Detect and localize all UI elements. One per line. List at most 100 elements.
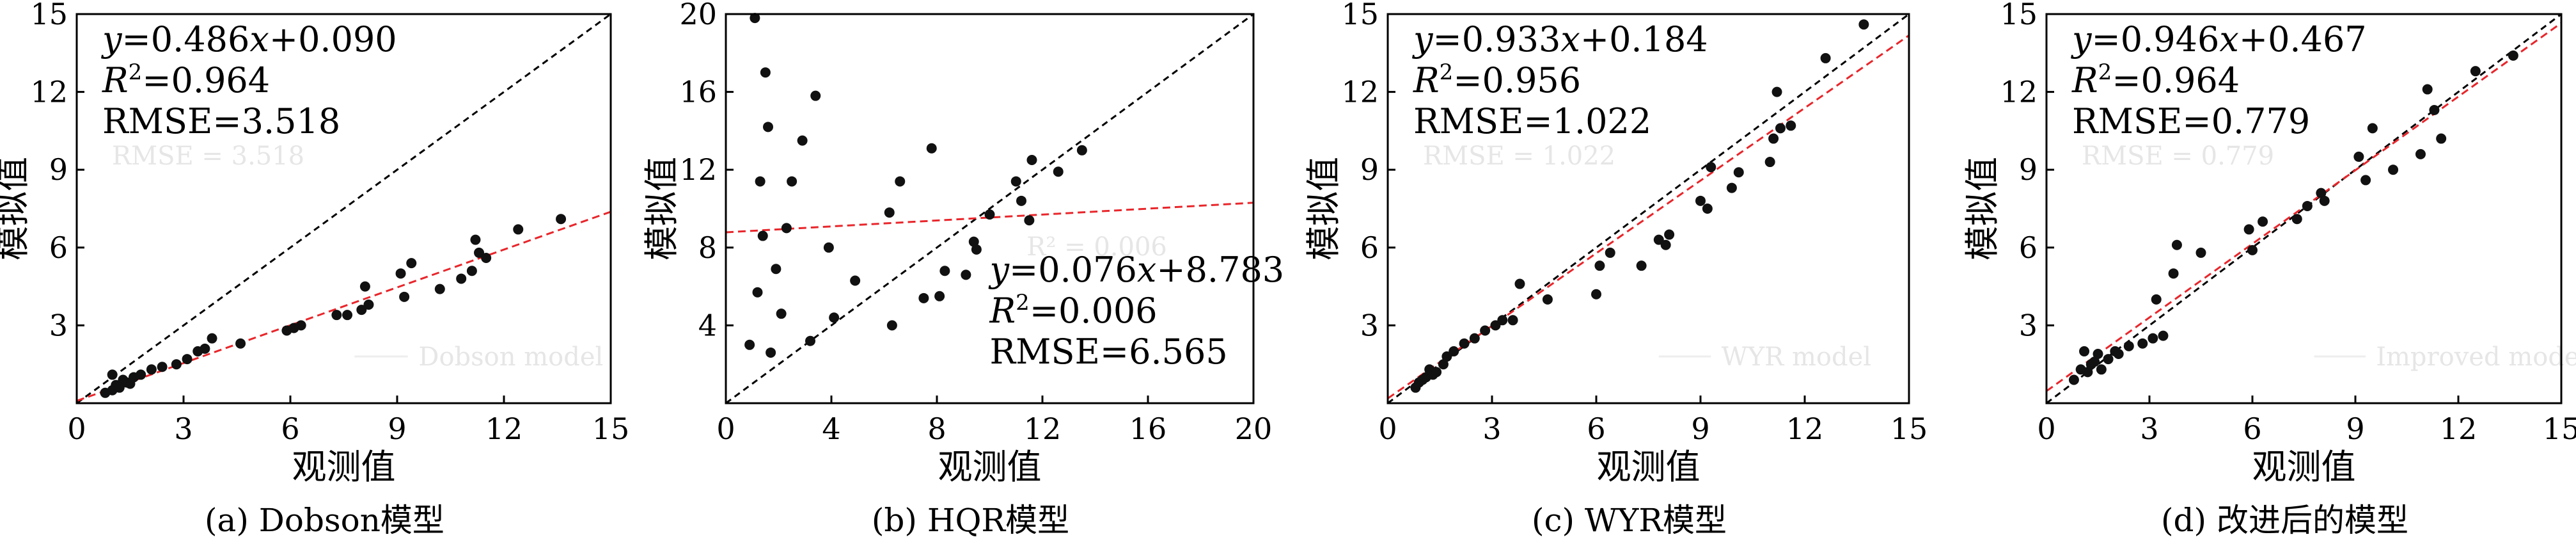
y-tick-label: 12 bbox=[30, 75, 68, 109]
data-point bbox=[2353, 151, 2364, 162]
data-point bbox=[926, 143, 937, 154]
data-point bbox=[2247, 244, 2258, 255]
x-tick-label: 12 bbox=[1786, 412, 1824, 446]
r2-sup: 2 bbox=[2098, 60, 2112, 85]
rmse-value: RMSE=3.518 bbox=[102, 101, 340, 141]
data-point bbox=[760, 67, 771, 78]
data-point bbox=[961, 269, 971, 280]
plot-frame bbox=[75, 13, 612, 404]
eq-x: x bbox=[1137, 250, 1156, 290]
fit-equation: y=0.933x+0.184 bbox=[1412, 19, 1708, 60]
x-tick-label: 9 bbox=[2346, 412, 2364, 446]
data-point bbox=[2436, 133, 2447, 144]
rmse-value: RMSE=0.779 bbox=[2072, 101, 2310, 141]
data-point bbox=[342, 310, 353, 321]
data-point bbox=[1591, 289, 1601, 300]
data-point bbox=[1441, 351, 1452, 362]
data-point bbox=[235, 338, 246, 349]
data-point bbox=[395, 268, 406, 279]
data-point bbox=[456, 273, 467, 284]
r-squared: R2=0.006 bbox=[989, 290, 1158, 331]
x-tick-label: 3 bbox=[1482, 412, 1501, 446]
data-point bbox=[1786, 120, 1796, 131]
data-point bbox=[2291, 214, 2302, 225]
data-point bbox=[884, 207, 895, 218]
x-tick-label: 3 bbox=[2140, 412, 2158, 446]
plot-frame bbox=[1386, 13, 1910, 404]
x-tick-label: 0 bbox=[2037, 412, 2055, 446]
y-axis-title: 模拟值 bbox=[641, 157, 682, 260]
data-point bbox=[2319, 195, 2330, 206]
eq-intercept: +0.467 bbox=[2239, 19, 2367, 60]
x-tick-label: 4 bbox=[822, 412, 840, 446]
data-point bbox=[2079, 346, 2090, 356]
eq-slope: =0.486 bbox=[122, 19, 250, 60]
data-point bbox=[466, 266, 477, 276]
panel-caption: (c) WYR模型 bbox=[1532, 502, 1727, 539]
data-point bbox=[2068, 374, 2079, 385]
data-point bbox=[331, 310, 342, 321]
data-point bbox=[2123, 340, 2134, 351]
data-point bbox=[823, 242, 834, 253]
y-tick-label: 12 bbox=[2000, 75, 2038, 109]
eq-intercept: +0.090 bbox=[269, 19, 397, 60]
y-tick-label: 6 bbox=[2019, 230, 2038, 265]
r-squared: R2=0.964 bbox=[2071, 60, 2240, 100]
data-point bbox=[984, 209, 995, 220]
data-point bbox=[1702, 204, 1713, 214]
data-point bbox=[2367, 123, 2378, 134]
data-point bbox=[971, 244, 982, 255]
data-point bbox=[2388, 164, 2399, 175]
data-point bbox=[481, 253, 492, 264]
r-squared: R2=0.956 bbox=[1413, 60, 1581, 100]
x-tick-label: 16 bbox=[1129, 412, 1167, 446]
one-to-one-line bbox=[77, 14, 611, 403]
data-point bbox=[1490, 320, 1501, 331]
eq-y: y bbox=[989, 250, 1010, 290]
y-tick-label: 9 bbox=[49, 152, 68, 187]
eq-y: y bbox=[2071, 19, 2093, 60]
data-point bbox=[107, 369, 118, 380]
data-point bbox=[1660, 239, 1671, 250]
y-tick-label: 15 bbox=[1341, 0, 1379, 31]
data-point bbox=[146, 364, 157, 375]
data-point bbox=[182, 354, 192, 365]
data-point bbox=[136, 369, 146, 380]
r2-value: =0.006 bbox=[1030, 291, 1158, 331]
y-tick-label: 16 bbox=[679, 75, 717, 109]
x-tick-label: 3 bbox=[174, 412, 192, 446]
data-point bbox=[752, 287, 763, 298]
x-tick-label: 12 bbox=[1024, 412, 1062, 446]
y-tick-label: 4 bbox=[698, 308, 717, 342]
eq-y: y bbox=[1412, 19, 1434, 60]
eq-x: x bbox=[2219, 19, 2238, 60]
y-tick-label: 3 bbox=[1360, 308, 1379, 342]
y-axis-title: 模拟值 bbox=[1962, 157, 2002, 260]
data-point bbox=[1706, 162, 1716, 173]
y-tick-label: 15 bbox=[30, 0, 68, 31]
ghost-rmse-text: RMSE = 3.518 bbox=[112, 141, 304, 171]
data-point bbox=[757, 230, 768, 241]
y-tick-label: 9 bbox=[1360, 152, 1379, 187]
data-point bbox=[886, 320, 897, 331]
fit-equation: y=0.486x+0.090 bbox=[101, 19, 397, 60]
data-point bbox=[2243, 224, 2254, 235]
data-point bbox=[771, 264, 781, 275]
data-point bbox=[363, 299, 374, 310]
data-point bbox=[295, 320, 306, 331]
data-point bbox=[1820, 52, 1831, 63]
data-point bbox=[1449, 346, 1459, 356]
data-point bbox=[470, 234, 481, 245]
y-tick-label: 20 bbox=[679, 0, 717, 31]
r2-sup: 2 bbox=[129, 60, 143, 85]
r2-sup: 2 bbox=[1440, 60, 1454, 85]
data-point bbox=[2096, 364, 2107, 375]
x-tick-label: 9 bbox=[388, 412, 406, 446]
x-tick-label: 0 bbox=[716, 412, 735, 446]
eq-x: x bbox=[1560, 19, 1580, 60]
r-squared: R2=0.964 bbox=[102, 60, 270, 100]
data-point bbox=[2195, 247, 2206, 258]
r2-value: =0.964 bbox=[2112, 60, 2240, 100]
data-point bbox=[2316, 188, 2327, 198]
